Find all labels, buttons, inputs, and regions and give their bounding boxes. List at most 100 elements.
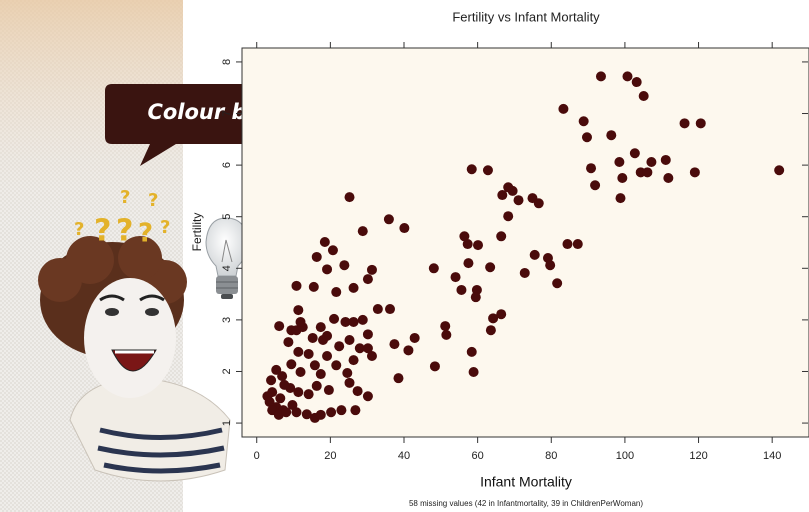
point [606, 130, 616, 140]
point [486, 325, 496, 335]
point [328, 245, 338, 255]
y-tick-label: 7 [221, 110, 233, 116]
point [349, 355, 359, 365]
point [471, 292, 481, 302]
point [322, 331, 332, 341]
point [373, 304, 383, 314]
slide: Colour by … ? ? ? ? ? ? ? Fertility vs I… [0, 0, 809, 512]
x-tick-label: 20 [324, 450, 336, 462]
question-mark: ? [148, 190, 158, 211]
point [622, 71, 632, 81]
chart-title: Fertility vs Infant Mortality [452, 9, 600, 24]
x-axis-label: Infant Mortality [480, 474, 572, 490]
x-tick-label: 140 [763, 450, 781, 462]
point [573, 239, 583, 249]
point [410, 333, 420, 343]
point [304, 389, 314, 399]
point [274, 321, 284, 331]
point [393, 373, 403, 383]
point [326, 407, 336, 417]
point [320, 237, 330, 247]
point [473, 240, 483, 250]
point [266, 375, 276, 385]
point [534, 198, 544, 208]
point [312, 252, 322, 262]
question-mark: ? [74, 219, 84, 240]
point [345, 335, 355, 345]
x-tick-label: 40 [398, 450, 410, 462]
x-tick-label: 60 [472, 450, 484, 462]
point [316, 322, 326, 332]
point [329, 314, 339, 324]
point [429, 263, 439, 273]
point [291, 281, 301, 291]
question-mark: ? [94, 214, 111, 249]
point [639, 91, 649, 101]
y-tick-label: 6 [221, 162, 233, 168]
point [339, 260, 349, 270]
point [463, 239, 473, 249]
point [310, 360, 320, 370]
point [345, 192, 355, 202]
question-mark: ? [116, 214, 133, 249]
point [296, 367, 306, 377]
point [456, 285, 466, 295]
point [497, 190, 507, 200]
point [334, 341, 344, 351]
point [403, 345, 413, 355]
point [279, 380, 289, 390]
point [467, 164, 477, 174]
point [632, 77, 642, 87]
point [399, 223, 409, 233]
point [615, 193, 625, 203]
point [483, 165, 493, 175]
point [467, 347, 477, 357]
point [441, 330, 451, 340]
point [304, 349, 314, 359]
point [696, 118, 706, 128]
point [324, 385, 334, 395]
missing-note: 58 missing values (42 in Infantmortality… [409, 499, 643, 508]
point [291, 407, 301, 417]
point [283, 337, 293, 347]
point [275, 393, 285, 403]
point [349, 317, 359, 327]
point [617, 173, 627, 183]
y-tick-label: 2 [221, 368, 233, 374]
y-axis-label: Fertility [190, 213, 204, 252]
point [350, 405, 360, 415]
point [277, 371, 287, 381]
x-tick-label: 80 [545, 450, 557, 462]
point [582, 132, 592, 142]
point [774, 165, 784, 175]
point [367, 265, 377, 275]
point [358, 226, 368, 236]
point [322, 264, 332, 274]
point [642, 167, 652, 177]
point [485, 262, 495, 272]
point [363, 391, 373, 401]
point [451, 272, 461, 282]
point [579, 116, 589, 126]
question-mark: ? [120, 187, 130, 208]
point [353, 386, 363, 396]
point [690, 167, 700, 177]
point [293, 347, 303, 357]
point [680, 118, 690, 128]
x-tick-label: 0 [254, 450, 260, 462]
point [430, 361, 440, 371]
point [316, 410, 326, 420]
point [440, 321, 450, 331]
point [586, 163, 596, 173]
y-tick-label: 3 [221, 317, 233, 323]
point [503, 211, 513, 221]
point [349, 283, 359, 293]
point [322, 351, 332, 361]
y-tick-label: 1 [221, 420, 233, 426]
point [363, 274, 373, 284]
question-mark: ? [138, 219, 153, 249]
point [663, 173, 673, 183]
chart: Fertility vs Infant Mortality Infant Mor… [190, 9, 809, 508]
point [514, 195, 524, 205]
point [308, 333, 318, 343]
